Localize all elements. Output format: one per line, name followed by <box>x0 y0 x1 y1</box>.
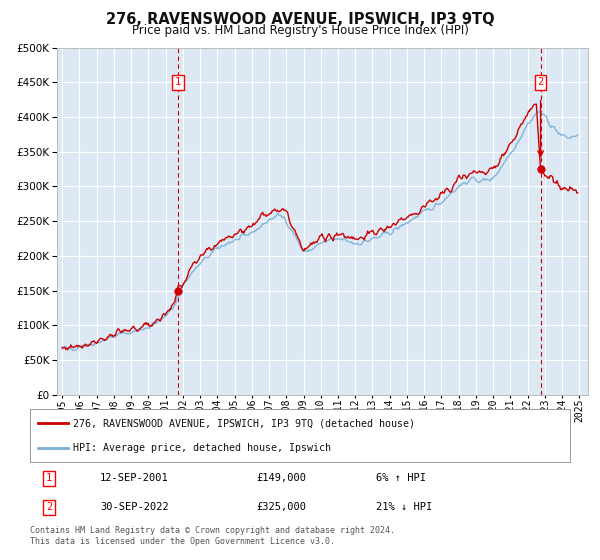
Text: Contains HM Land Registry data © Crown copyright and database right 2024.
This d: Contains HM Land Registry data © Crown c… <box>30 526 395 546</box>
Text: 1: 1 <box>175 77 181 87</box>
Text: HPI: Average price, detached house, Ipswich: HPI: Average price, detached house, Ipsw… <box>73 442 331 452</box>
Text: 2: 2 <box>46 502 52 512</box>
Text: 12-SEP-2001: 12-SEP-2001 <box>100 473 169 483</box>
Text: 6% ↑ HPI: 6% ↑ HPI <box>376 473 425 483</box>
Text: £149,000: £149,000 <box>257 473 307 483</box>
Text: £325,000: £325,000 <box>257 502 307 512</box>
Text: 276, RAVENSWOOD AVENUE, IPSWICH, IP3 9TQ: 276, RAVENSWOOD AVENUE, IPSWICH, IP3 9TQ <box>106 12 494 27</box>
Text: 2: 2 <box>538 77 544 87</box>
Text: 276, RAVENSWOOD AVENUE, IPSWICH, IP3 9TQ (detached house): 276, RAVENSWOOD AVENUE, IPSWICH, IP3 9TQ… <box>73 418 415 428</box>
Text: 21% ↓ HPI: 21% ↓ HPI <box>376 502 432 512</box>
Text: 30-SEP-2022: 30-SEP-2022 <box>100 502 169 512</box>
Text: 1: 1 <box>46 473 52 483</box>
Text: Price paid vs. HM Land Registry's House Price Index (HPI): Price paid vs. HM Land Registry's House … <box>131 24 469 36</box>
